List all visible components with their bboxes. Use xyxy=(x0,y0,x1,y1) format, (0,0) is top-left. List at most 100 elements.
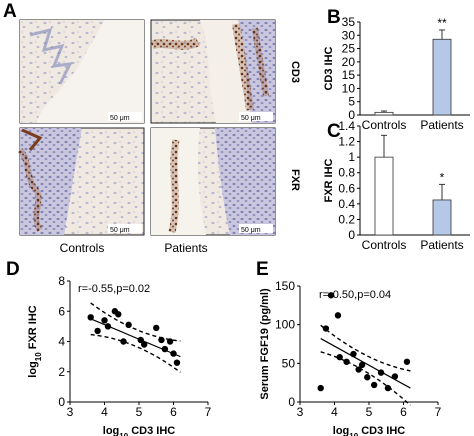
y-tick-label: 6 xyxy=(58,304,65,318)
panel-letter-e: E xyxy=(256,259,269,280)
panel-letter-a: A xyxy=(3,1,17,22)
y-tick-label: 0.6 xyxy=(338,181,355,195)
data-point xyxy=(355,366,362,373)
y-tick-label: 0.8 xyxy=(338,166,355,180)
x-tick-label: 3 xyxy=(297,405,304,419)
y-tick-label: 10 xyxy=(342,81,356,95)
data-point xyxy=(327,292,335,299)
data-point xyxy=(403,358,411,365)
data-point xyxy=(140,341,148,348)
chart-e-scatter: 3 4 5 6 7 0 50 100 150 r=-0.50,p=0.04 log10 CD3 IH… xyxy=(259,279,442,436)
data-point xyxy=(350,350,357,358)
correlation-annotation: r=-0.55,p=0.02 xyxy=(78,283,150,295)
x-tick-label: Controls xyxy=(362,238,407,252)
data-point xyxy=(153,324,160,332)
data-point xyxy=(87,314,94,321)
data-point xyxy=(377,369,385,376)
data-point xyxy=(166,338,174,345)
y-tick-label: 30 xyxy=(342,28,356,42)
x-tick-label: 4 xyxy=(331,405,338,419)
data-point xyxy=(173,359,181,366)
data-point xyxy=(158,336,165,344)
y-tick-label: 1.2 xyxy=(338,135,355,149)
bar-controls xyxy=(374,156,394,236)
scale-bar-label: 50 μm xyxy=(241,115,261,122)
regression-line xyxy=(320,338,411,389)
data-point xyxy=(115,311,122,318)
col-label-patients: Patients xyxy=(164,241,207,255)
data-point xyxy=(391,373,399,380)
data-point xyxy=(137,336,144,344)
x-tick-label: 7 xyxy=(435,405,442,419)
y-tick-label: 150 xyxy=(275,279,295,293)
correlation-annotation: r=-0.50,p=0.04 xyxy=(319,289,391,301)
panel-letter-d: D xyxy=(6,259,20,280)
data-point xyxy=(384,384,392,392)
x-tick-label: 6 xyxy=(170,405,177,419)
col-label-controls: Controls xyxy=(60,241,105,255)
y-tick-label: 0.2 xyxy=(338,212,355,226)
x-tick-label: Patients xyxy=(420,238,463,252)
data-point xyxy=(94,327,101,335)
y-axis-title: CD3 IHC xyxy=(323,46,335,90)
row-label-fxr: FXR xyxy=(289,169,301,191)
x-tick-label: Patients xyxy=(420,118,463,132)
confidence-band-lower xyxy=(90,333,181,373)
y-tick-label: 0 xyxy=(348,108,355,122)
significance-marker: * xyxy=(440,170,445,184)
y-tick-label: 15 xyxy=(342,68,356,82)
data-point xyxy=(104,323,112,330)
scale-bar-label: 50 μm xyxy=(110,115,130,122)
significance-marker: ** xyxy=(437,16,447,30)
panel-letter-c: C xyxy=(327,121,341,142)
bar-patients xyxy=(432,199,452,236)
y-tick-label: 8 xyxy=(58,274,65,288)
confidence-band-upper xyxy=(320,324,411,372)
x-tick-label: 5 xyxy=(366,405,373,419)
data-point xyxy=(334,312,342,319)
x-tick-label: Controls xyxy=(362,118,407,132)
chart-d-scatter: 3 4 5 6 7 0 2 4 6 8 r=-0.55,p=0.02 log10 CD3 IHC log… xyxy=(27,274,212,436)
data-point xyxy=(101,317,108,324)
x-tick-label: 4 xyxy=(101,405,108,419)
y-tick-label: 4 xyxy=(58,335,65,349)
x-axis-title: log10 CD3 IHC xyxy=(103,425,176,436)
y-tick-label: 100 xyxy=(275,318,295,332)
x-tick-label: 5 xyxy=(136,405,143,419)
data-point xyxy=(161,345,169,353)
micrograph-patients-cd3: 50 μm xyxy=(150,19,276,124)
micrograph-patients-fxr: 50 μm xyxy=(150,127,276,236)
data-point xyxy=(170,350,177,357)
x-tick-label: 7 xyxy=(205,405,212,419)
confidence-band-lower xyxy=(320,351,411,406)
data-point xyxy=(322,325,330,332)
y-tick-label: 0.4 xyxy=(338,197,355,211)
x-axis-title: log10 CD3 IHC xyxy=(333,425,406,436)
bar-patients xyxy=(432,38,452,116)
data-point xyxy=(125,321,132,329)
y-tick-label: 0 xyxy=(58,395,65,409)
y-tick-label: 25 xyxy=(342,42,356,56)
y-axis-title: log10 FXR IHC xyxy=(27,305,43,378)
bar-controls xyxy=(374,111,394,116)
scale-bar-label: 50 μm xyxy=(110,227,130,234)
scale-bar-label: 50 μm xyxy=(241,227,261,234)
panel-a: A 50 μm 50 μm 50 μm xyxy=(3,1,301,255)
y-tick-label: 1.4 xyxy=(338,119,355,133)
y-tick-label: 0 xyxy=(288,395,295,409)
data-point xyxy=(336,353,343,361)
data-point xyxy=(370,381,378,389)
y-tick-label: 5 xyxy=(348,95,355,109)
confidence-band-upper xyxy=(90,302,181,342)
panel-letter-b: B xyxy=(327,7,341,28)
y-axis-title: FXR IHC xyxy=(323,158,335,202)
y-axis-title: Serum FGF19 (pg/ml) xyxy=(259,288,271,400)
micrograph-controls-fxr: 50 μm xyxy=(17,127,145,236)
data-point xyxy=(343,358,350,365)
y-tick-label: 0 xyxy=(348,228,355,242)
y-tick-label: 2 xyxy=(58,365,65,379)
data-point xyxy=(317,384,324,392)
y-tick-label: 1 xyxy=(348,150,355,164)
